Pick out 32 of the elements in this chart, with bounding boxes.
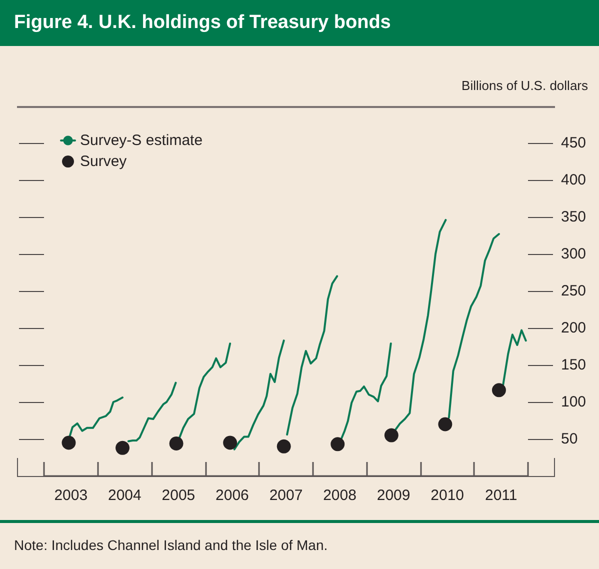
y-tick-label: 250 [561, 282, 586, 300]
text: Note: Includes Channel Island and the Isle of Man. [14, 537, 328, 553]
y-tick-label: 450 [561, 134, 586, 152]
y-tick-label: 300 [561, 246, 586, 262]
point [116, 440, 130, 455]
point [62, 436, 76, 450]
point [438, 417, 452, 432]
x-tick-label: 2003 [54, 487, 88, 504]
point [330, 437, 345, 452]
point [169, 436, 184, 450]
y-tick-label: 100 [561, 394, 586, 410]
legend-label: Survey-S estimate [80, 132, 203, 149]
y-tick-label: 350 [561, 208, 586, 226]
x-tick-label: 2006 [216, 487, 249, 504]
x-tick-label: 2005 [162, 487, 196, 504]
y-tick-label: 200 [561, 320, 586, 336]
point [492, 383, 506, 398]
x-tick-label: 2010 [430, 487, 464, 504]
x-tick-label: 2011 [484, 487, 518, 504]
y-axis-title: Billions of U.S. dollars [462, 78, 588, 93]
point [276, 439, 291, 454]
y-tick-label: 400 [561, 172, 586, 188]
x-tick-label: 2008 [323, 487, 356, 504]
x-tick-label: 2007 [269, 487, 303, 504]
y-tick-label: 50 [561, 430, 578, 448]
legend-label: Survey [80, 153, 128, 170]
point [223, 436, 238, 450]
x-tick-label: 2004 [108, 487, 142, 504]
point [384, 428, 398, 442]
y-tick-label: 150 [561, 356, 586, 374]
chart-title: Figure 4. U.K. holdings of Treasury bonds [0, 0, 599, 46]
x-tick-label: 2009 [376, 487, 410, 504]
